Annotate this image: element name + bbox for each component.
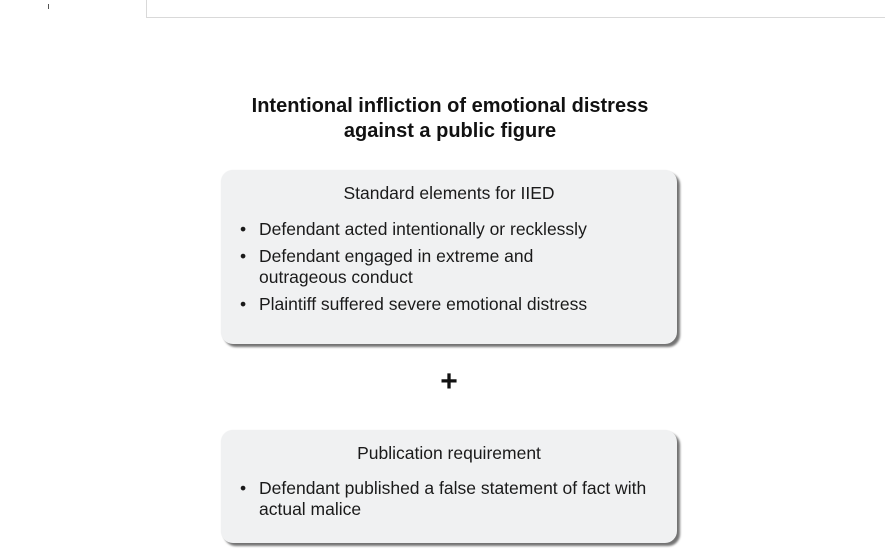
publication-requirement-heading: Publication requirement	[357, 443, 541, 463]
list-item-text: Defendant published a false statement of…	[259, 478, 647, 519]
list-item-text: Defendant acted intentionally or reckles…	[259, 219, 587, 239]
diagram-title: Intentional infliction of emotional dist…	[150, 94, 750, 144]
toolbar-divider	[146, 17, 885, 18]
diagram-title-line-1: Intentional infliction of emotional dist…	[251, 95, 649, 117]
toolbar-tick-mark	[48, 4, 49, 9]
diagram-title-line-2: against a public figure	[343, 120, 557, 142]
standard-elements-list: • Defendant acted intentionally or reckl…	[221, 219, 677, 315]
top-toolbar-strip	[0, 0, 885, 18]
toolbar-left-cell	[0, 0, 147, 17]
list-item: • Defendant acted intentionally or reckl…	[221, 219, 677, 240]
list-item: • Defendant engaged in extreme and outra…	[221, 246, 677, 288]
list-item: • Defendant published a false statement …	[221, 478, 677, 520]
list-item-text: Defendant engaged in extreme and outrage…	[259, 246, 534, 287]
list-item-text: Plaintiff suffered severe emotional dist…	[259, 294, 588, 314]
list-item: • Plaintiff suffered severe emotional di…	[221, 294, 677, 315]
bullet-icon: •	[240, 294, 247, 314]
bullet-icon: •	[240, 478, 247, 498]
plus-operator: +	[440, 365, 458, 398]
bullet-icon: •	[240, 219, 247, 239]
publication-requirement-list: • Defendant published a false statement …	[221, 478, 677, 520]
bullet-icon: •	[240, 246, 247, 266]
publication-requirement-box: Publication requirement • Defendant publ…	[221, 430, 677, 543]
standard-elements-box: Standard elements for IIED • Defendant a…	[221, 170, 677, 344]
standard-elements-heading: Standard elements for IIED	[343, 183, 555, 203]
